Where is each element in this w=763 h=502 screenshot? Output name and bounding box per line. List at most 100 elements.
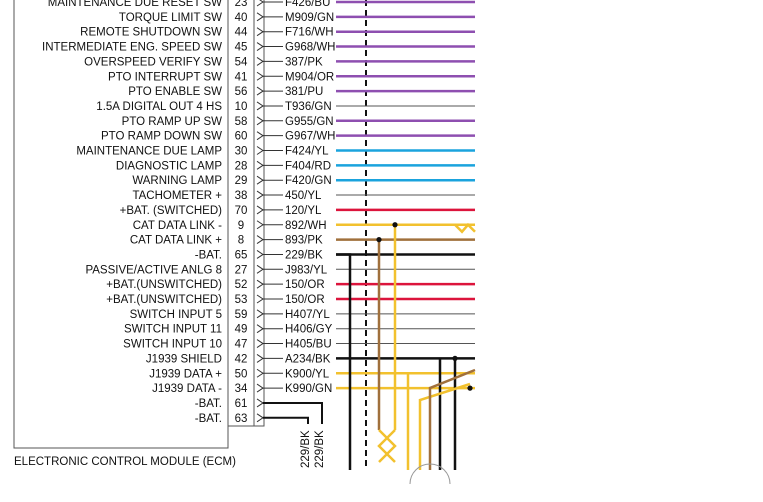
pin-function-label: +BAT.(UNSWITCHED): [106, 294, 222, 306]
connector-pin-symbol: [256, 279, 264, 289]
pin-function-label: TORQUE LIMIT SW: [119, 12, 222, 24]
wire-id-label: F426/BU: [285, 0, 330, 9]
wire-id-label: 450/YL: [285, 190, 322, 202]
connector-pin-symbol: [256, 235, 264, 245]
pin-row: CAT DATA LINK + 8 893/PK: [130, 235, 475, 247]
pin-function-label: CAT DATA LINK +: [130, 235, 222, 247]
connector-pin-symbol: [256, 368, 264, 378]
pin-row: -BAT. 61: [195, 398, 323, 424]
wire-id-label: K990/GN: [285, 383, 332, 395]
wire-id-label: 892/WH: [285, 220, 327, 232]
pin-row: SWITCH INPUT 5 59 H407/YL: [130, 309, 475, 321]
pin-row: PTO RAMP DOWN SW 60 G967/WH: [101, 131, 475, 143]
pin-row: J1939 DATA + 50 K900/YL: [149, 368, 475, 380]
connector-pin-symbol: [256, 146, 264, 155]
pin-function-label: PASSIVE/ACTIVE ANLG 8: [85, 264, 222, 276]
pin-row: MAINTENANCE DUE LAMP 30 F424/YL: [76, 146, 475, 158]
pin-function-label: PTO RAMP UP SW: [122, 116, 222, 128]
junction-dot: [452, 355, 458, 361]
wire-id-label: 387/PK: [285, 56, 323, 68]
pin-row: WARNING LAMP 29 F420/GN: [132, 175, 475, 187]
pin-number: 49: [235, 324, 248, 336]
wire-id-label: F404/RD: [285, 160, 331, 172]
pin-number: 40: [235, 12, 248, 24]
vertical-wire-label-2: 229/BK: [314, 430, 326, 468]
wire-id-label: H405/BU: [285, 339, 332, 351]
pin-function-label: SWITCH INPUT 10: [123, 339, 222, 351]
pin-number: 9: [238, 220, 244, 232]
pin-function-label: MAINTENANCE DUE RESET SW: [48, 0, 222, 9]
pin-number: 23: [235, 0, 248, 9]
pin-row: +BAT.(UNSWITCHED) 52 150/OR: [106, 279, 475, 291]
connector-pin-symbol: [256, 86, 264, 96]
pin-function-label: TACHOMETER +: [132, 190, 222, 202]
connector-pin-symbol: [256, 27, 264, 37]
connector-pin-symbol: [256, 413, 264, 423]
pin-number: 59: [235, 309, 248, 321]
connector-pin-symbol: [256, 12, 264, 22]
pin-row: +BAT. (SWITCHED) 70 120/YL: [120, 205, 475, 217]
pin-number: 10: [235, 101, 248, 113]
pin-number: 27: [235, 264, 248, 276]
pin-row: J1939 DATA - 34 K990/GN: [152, 383, 475, 395]
ground-riser: [336, 253, 352, 470]
ground-wire: [263, 401, 323, 424]
pin-function-label: PTO INTERRUPT SW: [108, 71, 222, 83]
wire-id-label: J983/YL: [285, 264, 328, 276]
connector-pin-symbol: [256, 324, 264, 334]
wire-id-label: H407/YL: [285, 309, 330, 321]
connector-pin-symbol: [256, 339, 264, 348]
ground-wire: [263, 416, 309, 424]
connector-pin-symbol: [256, 160, 264, 170]
pin-function-label: PTO RAMP DOWN SW: [101, 131, 222, 143]
junction-dot: [392, 222, 398, 228]
connector-pin-symbol: [256, 42, 264, 51]
pin-row: INTERMEDIATE ENG. SPEED SW 45 G968/WH: [42, 42, 475, 54]
wire-id-label: 893/PK: [285, 235, 323, 247]
pin-function-label: CAT DATA LINK -: [133, 220, 222, 232]
wire-id-label: 150/OR: [285, 279, 325, 291]
pin-row: PTO INTERRUPT SW 41 M904/OR: [108, 71, 475, 83]
wire-id-label: F420/GN: [285, 175, 332, 187]
pin-function-label: SWITCH INPUT 5: [130, 309, 222, 321]
pin-function-label: +BAT. (SWITCHED): [120, 205, 223, 217]
pin-number: 53: [235, 294, 248, 306]
connector-pin-symbol: [256, 205, 264, 215]
twisted-pair-symbol: [377, 429, 397, 463]
connector-pin-symbol: [256, 0, 264, 7]
pin-number: 38: [235, 190, 248, 202]
pin-number: 70: [235, 205, 248, 217]
pin-number: 29: [235, 175, 248, 187]
pin-function-label: INTERMEDIATE ENG. SPEED SW: [42, 42, 222, 54]
pin-function-label: J1939 SHIELD: [146, 353, 222, 365]
ecm-label: ELECTRONIC CONTROL MODULE (ECM): [14, 456, 236, 468]
connector-pin-symbol: [256, 264, 264, 274]
wire-id-label: G955/GN: [285, 116, 334, 128]
wire-id-label: M904/OR: [285, 71, 334, 83]
pin-function-label: J1939 DATA +: [149, 368, 222, 380]
pin-row: DIAGNOSTIC LAMP 28 F404/RD: [116, 160, 475, 172]
pin-row: OVERSPEED VERIFY SW 54 387/PK: [84, 56, 475, 68]
pin-row: TORQUE LIMIT SW 40 M909/GN: [119, 12, 475, 24]
pin-row: -BAT. 65 229/BK: [195, 249, 475, 261]
connector-pin-symbol: [256, 131, 264, 141]
pin-row: SWITCH INPUT 11 49 H406/GY: [124, 324, 475, 336]
wire-id-label: 381/PU: [285, 86, 323, 98]
j1939-route: [418, 382, 471, 470]
pin-number: 44: [235, 27, 248, 39]
pin-number: 47: [235, 339, 248, 351]
wire-id-label: 120/YL: [285, 205, 322, 217]
connector-pin-symbol: [256, 383, 264, 393]
pin-number: 52: [235, 279, 248, 291]
connector-pin-symbol: [256, 56, 264, 66]
pin-function-label: -BAT.: [195, 398, 222, 410]
pin-row: TACHOMETER + 38 450/YL: [132, 190, 475, 202]
wire-id-label: K900/YL: [285, 368, 330, 380]
j1939-route-2: [428, 368, 476, 470]
pin-function-label: -BAT.: [195, 249, 222, 261]
wire-id-label: G968/WH: [285, 42, 336, 54]
connector-pin-symbol: [256, 71, 264, 81]
pin-row: REMOTE SHUTDOWN SW 44 F716/WH: [80, 27, 475, 39]
pin-number: 30: [235, 146, 248, 158]
pin-number: 56: [235, 86, 248, 98]
